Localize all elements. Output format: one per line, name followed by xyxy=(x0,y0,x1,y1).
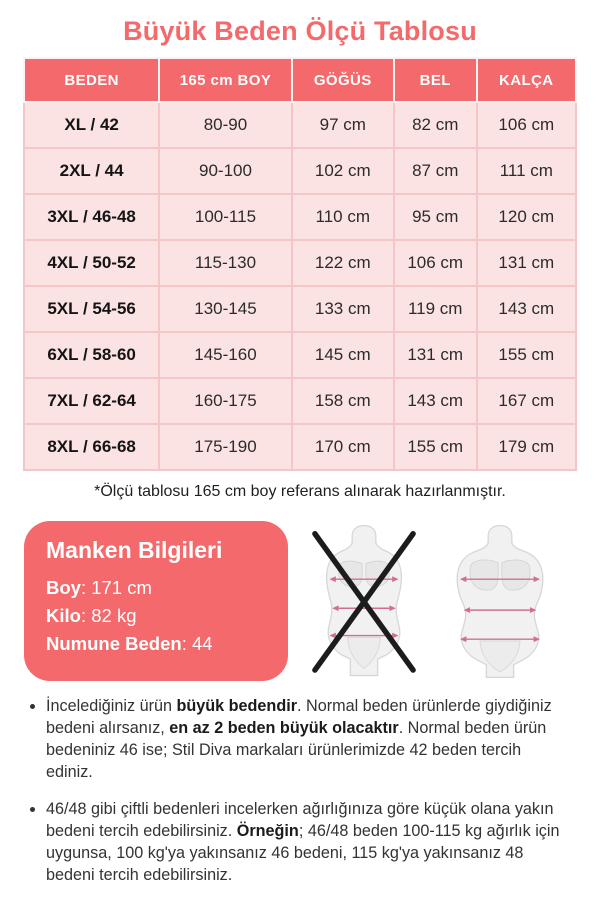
table-row: 5XL / 54-56 130-145 133 cm 119 cm 143 cm xyxy=(22,285,578,333)
measure-cell: 167 cm xyxy=(475,377,578,425)
model-info-line: Kilo: 82 kg xyxy=(46,605,137,627)
measure-cell: 80-90 xyxy=(158,101,293,149)
measure-cell: 110 cm xyxy=(290,193,395,241)
size-cell: 6XL / 58-60 xyxy=(22,331,161,379)
size-cell: XL / 42 xyxy=(22,101,161,149)
note-item: İncelediğiniz ürün büyük bedendir. Norma… xyxy=(46,695,572,783)
measure-cell: 131 cm xyxy=(475,239,578,287)
measure-cell: 131 cm xyxy=(392,331,478,379)
measure-cell: 145-160 xyxy=(158,331,293,379)
table-row: 2XL / 44 90-100 102 cm 87 cm 111 cm xyxy=(22,147,578,195)
column-header: BEDEN xyxy=(22,57,161,103)
table-row: 3XL / 46-48 100-115 110 cm 95 cm 120 cm xyxy=(22,193,578,241)
measure-cell: 102 cm xyxy=(290,147,395,195)
measure-cell: 106 cm xyxy=(392,239,478,287)
measure-cell: 175-190 xyxy=(158,423,293,471)
measure-cell: 115-130 xyxy=(158,239,293,287)
measure-cell: 95 cm xyxy=(392,193,478,241)
table-row: XL / 42 80-90 97 cm 82 cm 106 cm xyxy=(22,101,578,149)
column-header: KALÇA xyxy=(475,57,578,103)
measure-cell: 122 cm xyxy=(290,239,395,287)
size-table: BEDEN 165 cm BOY GÖĞÜS BEL KALÇA XL / 42 80-9… xyxy=(22,57,578,471)
table-row: 8XL / 66-68 175-190 170 cm 155 cm 179 cm xyxy=(22,423,578,471)
measure-cell: 87 cm xyxy=(392,147,478,195)
size-cell: 5XL / 54-56 xyxy=(22,285,161,333)
size-table-body: XL / 42 80-90 97 cm 82 cm 106 cm 2XL / 44 90-1… xyxy=(22,101,578,471)
measure-cell: 145 cm xyxy=(290,331,395,379)
size-cell: 4XL / 50-52 xyxy=(22,239,161,287)
size-cell: 3XL / 46-48 xyxy=(22,193,161,241)
cross-out-x-icon xyxy=(312,531,417,673)
measure-cell: 119 cm xyxy=(392,285,478,333)
measure-cell: 106 cm xyxy=(475,101,578,149)
measure-cell: 111 cm xyxy=(475,147,578,195)
measure-cell: 155 cm xyxy=(392,423,478,471)
model-info-section: Manken Bilgileri Boy: 171 cm Kilo: 82 kg N… xyxy=(24,521,576,681)
measure-cell: 90-100 xyxy=(158,147,293,195)
size-cell: 2XL / 44 xyxy=(22,147,161,195)
page-title: Büyük Beden Ölçü Tablosu xyxy=(123,16,477,46)
measure-cell: 82 cm xyxy=(392,101,478,149)
measure-cell: 179 cm xyxy=(475,423,578,471)
measure-cell: 143 cm xyxy=(475,285,578,333)
model-info-lines: Boy: 171 cm Kilo: 82 kg Numune Beden: 44 xyxy=(46,574,268,658)
table-row: 4XL / 50-52 115-130 122 cm 106 cm 131 cm xyxy=(22,239,578,287)
table-footnote: *Ölçü tablosu 165 cm boy referans alınar… xyxy=(94,483,506,500)
size-table-header-row: BEDEN 165 cm BOY GÖĞÜS BEL KALÇA xyxy=(22,57,578,103)
measure-cell: 155 cm xyxy=(475,331,578,379)
measure-cell: 97 cm xyxy=(290,101,395,149)
column-header: BEL xyxy=(392,57,478,103)
measure-cell: 120 cm xyxy=(475,193,578,241)
measure-cell: 143 cm xyxy=(392,377,478,425)
column-header: 165 cm BOY xyxy=(158,57,293,103)
measure-cell: 170 cm xyxy=(290,423,395,471)
size-cell: 7XL / 62-64 xyxy=(22,377,161,425)
notes-list: İncelediğiniz ürün büyük bedendir. Norma… xyxy=(28,695,572,886)
figure-illustrations xyxy=(288,521,576,681)
model-info-box: Manken Bilgileri Boy: 171 cm Kilo: 82 kg N… xyxy=(24,521,288,681)
measure-cell: 160-175 xyxy=(158,377,293,425)
slim-figure-crossed-out-icon xyxy=(312,524,417,677)
model-info-line: Boy: 171 cm xyxy=(46,577,152,598)
table-row: 6XL / 58-60 145-160 145 cm 131 cm 155 cm xyxy=(22,331,578,379)
measure-cell: 158 cm xyxy=(290,377,395,425)
table-row: 7XL / 62-64 160-175 158 cm 143 cm 167 cm xyxy=(22,377,578,425)
measure-cell: 133 cm xyxy=(290,285,395,333)
plus-size-figure-icon xyxy=(456,524,544,679)
size-cell: 8XL / 66-68 xyxy=(22,423,161,471)
measure-cell: 130-145 xyxy=(158,285,293,333)
column-header: GÖĞÜS xyxy=(290,57,395,103)
model-info-title: Manken Bilgileri xyxy=(46,537,223,563)
model-info-line: Numune Beden: 44 xyxy=(46,633,213,655)
note-item: 46/48 gibi çiftli bedenleri incelerken a… xyxy=(46,798,572,886)
measure-cell: 100-115 xyxy=(158,193,293,241)
